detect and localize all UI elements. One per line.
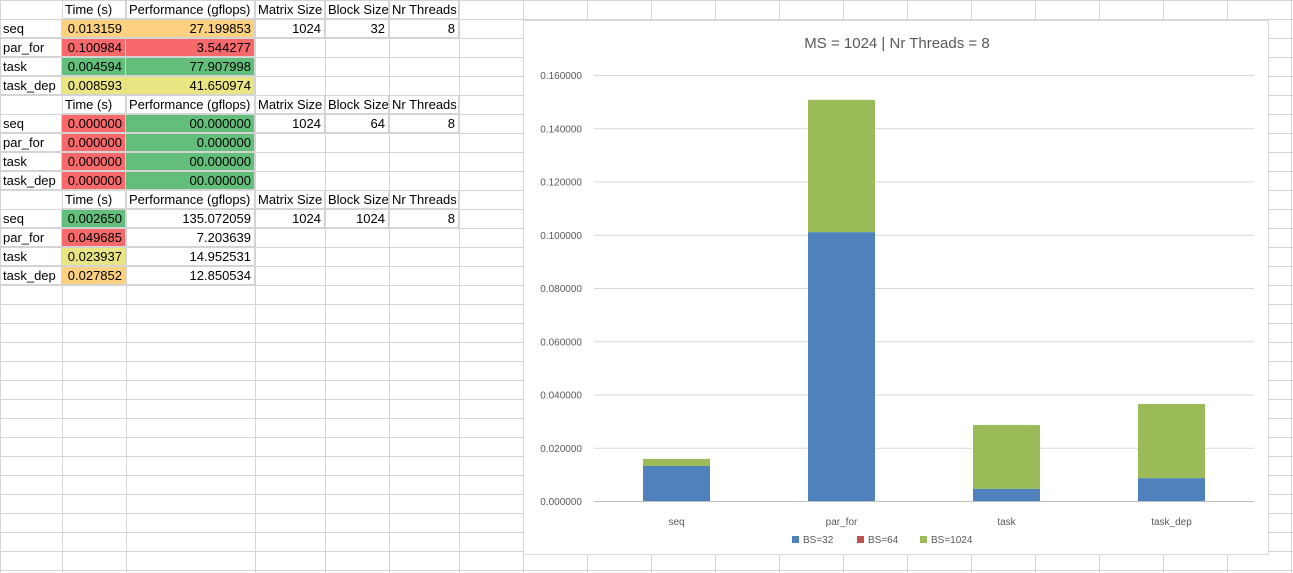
time-cell[interactable]: 0.000000 <box>62 172 126 190</box>
x-tick-label: task <box>997 517 1016 528</box>
y-tick-label: 0.140000 <box>540 124 582 135</box>
legend-swatch <box>792 536 799 543</box>
matrix-size-cell[interactable]: 1024 <box>255 20 325 38</box>
legend-label: BS=32 <box>803 535 834 546</box>
header-performance[interactable]: Performance (gflops) <box>126 1 255 19</box>
row-label[interactable]: task_dep <box>0 172 62 190</box>
time-cell[interactable]: 0.013159 <box>62 20 126 38</box>
performance-cell[interactable]: 77.907998 <box>126 58 255 76</box>
performance-cell[interactable]: 0.000000 <box>126 134 255 152</box>
performance-cell[interactable]: 14.952531 <box>126 248 255 266</box>
performance-cell[interactable]: 12.850534 <box>126 267 255 285</box>
legend-label: BS=1024 <box>931 535 973 546</box>
performance-cell[interactable]: 00.000000 <box>126 115 255 133</box>
row-label[interactable]: seq <box>0 210 62 228</box>
header-nr-threads[interactable]: Nr Threads <box>389 96 459 114</box>
header-performance[interactable]: Performance (gflops) <box>126 96 255 114</box>
y-tick-label: 0.020000 <box>540 444 582 455</box>
bar-segment <box>643 458 710 466</box>
block-size-cell[interactable]: 1024 <box>325 210 389 228</box>
header-block-size[interactable]: Block Size <box>325 1 389 19</box>
y-tick-label: 0.000000 <box>540 497 582 508</box>
bar-segment <box>1138 403 1205 479</box>
legend-swatch <box>857 536 864 543</box>
x-tick-label: par_for <box>826 517 858 528</box>
time-cell[interactable]: 0.008593 <box>62 77 126 95</box>
row-label[interactable]: task <box>0 58 62 76</box>
bar-segment <box>808 232 875 501</box>
bar-segment <box>973 425 1040 489</box>
header-time[interactable]: Time (s) <box>62 96 126 114</box>
row-label[interactable]: seq <box>0 20 62 38</box>
header-matrix-size[interactable]: Matrix Size <box>255 96 325 114</box>
time-cell[interactable]: 0.100984 <box>62 39 126 57</box>
x-tick-label: seq <box>668 517 684 528</box>
performance-cell[interactable]: 27.199853 <box>126 20 255 38</box>
matrix-size-cell[interactable]: 1024 <box>255 115 325 133</box>
row-label[interactable]: par_for <box>0 39 62 57</box>
block-size-cell[interactable]: 32 <box>325 20 389 38</box>
time-cell[interactable]: 0.023937 <box>62 248 126 266</box>
bar-segment <box>808 99 875 233</box>
legend-label: BS=64 <box>868 535 899 546</box>
performance-cell[interactable]: 135.072059 <box>126 210 255 228</box>
header-time[interactable]: Time (s) <box>62 191 126 209</box>
row-label[interactable]: task_dep <box>0 77 62 95</box>
performance-cell[interactable]: 00.000000 <box>126 153 255 171</box>
time-cell[interactable]: 0.000000 <box>62 115 126 133</box>
performance-cell[interactable]: 00.000000 <box>126 172 255 190</box>
y-tick-label: 0.040000 <box>540 391 582 402</box>
block-size-cell[interactable]: 64 <box>325 115 389 133</box>
nr-threads-cell[interactable]: 8 <box>389 115 459 133</box>
bar-segment <box>643 465 710 501</box>
performance-cell[interactable]: 7.203639 <box>126 229 255 247</box>
y-tick-label: 0.160000 <box>540 71 582 82</box>
time-cell[interactable]: 0.049685 <box>62 229 126 247</box>
row-label[interactable]: task <box>0 153 62 171</box>
stacked-bar-chart: MS = 1024 | Nr Threads = 8 0.000000 0.0200… <box>540 35 1254 546</box>
matrix-size-cell[interactable]: 1024 <box>255 210 325 228</box>
time-cell[interactable]: 0.000000 <box>62 153 126 171</box>
y-tick-label: 0.080000 <box>540 284 582 295</box>
row-label[interactable]: seq <box>0 115 62 133</box>
header-block-size[interactable]: Block Size <box>325 96 389 114</box>
time-cell[interactable]: 0.004594 <box>62 58 126 76</box>
bar-segment <box>973 488 1040 501</box>
row-label[interactable]: par_for <box>0 229 62 247</box>
y-tick-label: 0.120000 <box>540 178 582 189</box>
performance-cell[interactable]: 41.650974 <box>126 77 255 95</box>
chart-title: MS = 1024 | Nr Threads = 8 <box>804 35 989 52</box>
x-tick-label: task_dep <box>1151 517 1192 528</box>
header-performance[interactable]: Performance (gflops) <box>126 191 255 209</box>
row-label[interactable]: task_dep <box>0 267 62 285</box>
time-cell[interactable]: 0.000000 <box>62 134 126 152</box>
bar-segment <box>1138 478 1205 501</box>
row-label[interactable]: par_for <box>0 134 62 152</box>
time-cell[interactable]: 0.002650 <box>62 210 126 228</box>
y-tick-label: 0.100000 <box>540 231 582 242</box>
time-cell[interactable]: 0.027852 <box>62 267 126 285</box>
nr-threads-cell[interactable]: 8 <box>389 210 459 228</box>
header-nr-threads[interactable]: Nr Threads <box>389 191 459 209</box>
header-time[interactable]: Time (s) <box>62 1 126 19</box>
y-tick-label: 0.060000 <box>540 337 582 348</box>
nr-threads-cell[interactable]: 8 <box>389 20 459 38</box>
header-matrix-size[interactable]: Matrix Size <box>255 1 325 19</box>
header-nr-threads[interactable]: Nr Threads <box>389 1 459 19</box>
header-block-size[interactable]: Block Size <box>325 191 389 209</box>
legend-swatch <box>920 536 927 543</box>
header-matrix-size[interactable]: Matrix Size <box>255 191 325 209</box>
chart-panel[interactable]: MS = 1024 | Nr Threads = 8 0.000000 0.0200… <box>523 20 1269 555</box>
performance-cell[interactable]: 3.544277 <box>126 39 255 57</box>
row-label[interactable]: task <box>0 248 62 266</box>
